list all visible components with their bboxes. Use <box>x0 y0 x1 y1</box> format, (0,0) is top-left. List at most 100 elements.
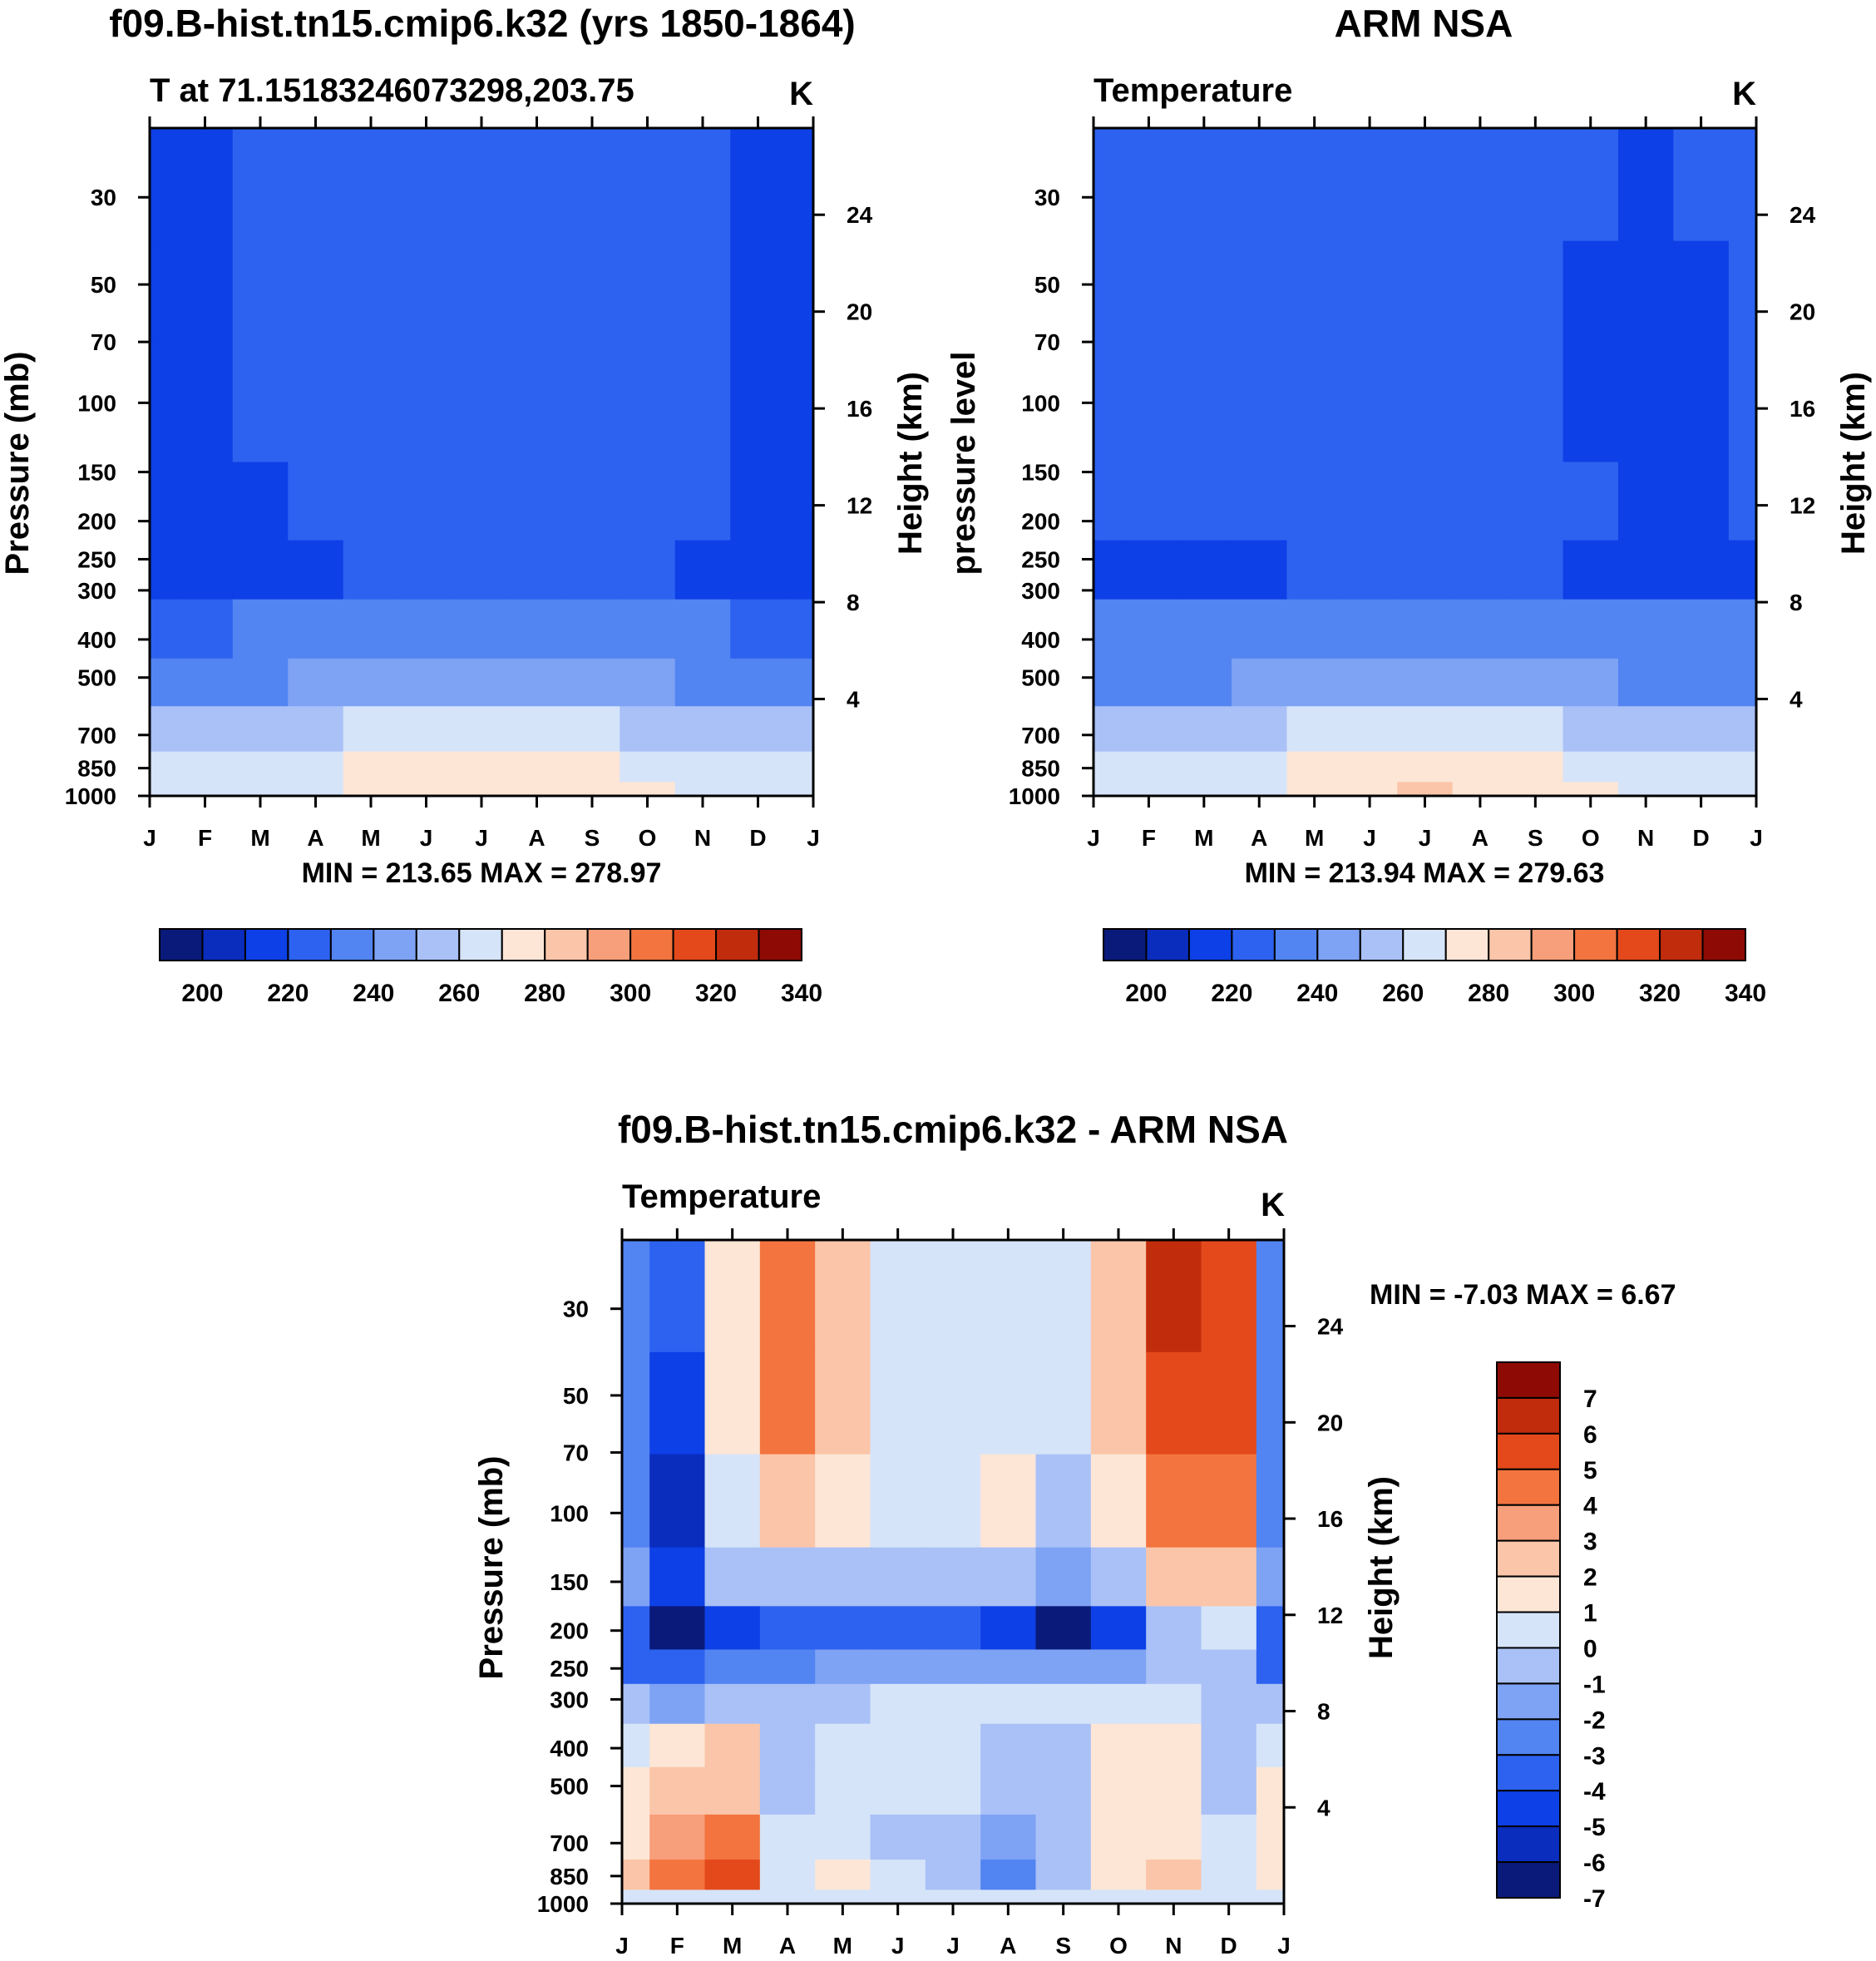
obs-colorbar-swatch <box>1530 928 1576 961</box>
obs-field-cell <box>1341 540 1398 600</box>
model-field-cell <box>785 240 813 344</box>
model-field-cell <box>785 658 813 707</box>
diff-field-cell <box>980 1889 1037 1904</box>
obs-field-cell <box>1397 658 1454 707</box>
diff-field-cell <box>622 1649 650 1685</box>
diff-field-cell <box>1256 1723 1284 1768</box>
diff-field-cell <box>815 1683 871 1725</box>
obs-field-cell <box>1232 706 1288 753</box>
model-field-cell <box>288 782 344 796</box>
obs-field-cell <box>1176 658 1232 707</box>
diff-field-cell <box>1090 1547 1147 1607</box>
model-x-tick-label: S <box>585 825 600 851</box>
model-field-cell <box>150 782 178 796</box>
diff-field-cell <box>980 1814 1037 1860</box>
diff-field-cell <box>1035 1606 1092 1651</box>
model-field-cell <box>785 128 813 242</box>
model-field-cell <box>398 462 455 541</box>
obs-field-cell <box>1508 462 1564 541</box>
model-colorbar-swatch <box>201 928 246 961</box>
obs-field-cell <box>1121 751 1177 783</box>
diff-field-cell <box>1146 1766 1202 1815</box>
obs-field-cell <box>1121 128 1177 242</box>
model-field-cell <box>509 462 565 541</box>
model-colorbar-swatch <box>373 928 417 961</box>
diff-field-cell <box>1201 1606 1257 1651</box>
obs-field-cell <box>1728 462 1756 541</box>
obs-x-tick-label: D <box>1692 825 1709 851</box>
model-x-tick-label: A <box>528 825 545 851</box>
obs-field-cell <box>1728 658 1756 707</box>
obs-field-cell <box>1341 599 1398 659</box>
obs-colorbar: 200 220 240 260 280 300 320 340 <box>1103 928 1766 1007</box>
model-field-cell <box>453 128 510 242</box>
diff-field-cell <box>925 1240 981 1353</box>
diff-axes: J F M A M J J A S O N D J 30 50 70 100 150 200 250 300 400 500… <box>537 1228 1344 1959</box>
obs-field-cell <box>1232 128 1288 242</box>
obs-field-cell <box>1508 240 1564 344</box>
model-stats: MIN = 213.65 MAX = 278.97 <box>302 857 662 889</box>
model-field-cell <box>398 128 455 242</box>
diff-field-cell <box>759 1351 816 1455</box>
model-title: f09.B-hist.tn15.cmip6.k32 (yrs 1850-1864… <box>109 2 855 45</box>
diff-field-cell <box>704 1889 761 1904</box>
model-field-cell <box>232 462 289 541</box>
obs-field-cell <box>1452 128 1508 242</box>
diff-field-cell <box>1201 1683 1257 1725</box>
diff-field-cell <box>622 1606 650 1651</box>
obs-field-cell <box>1121 240 1177 344</box>
model-field-cell <box>564 706 620 753</box>
model-field-cell <box>509 658 565 707</box>
model-y-tick-label: 300 <box>77 578 116 604</box>
obs-field-cell <box>1617 782 1674 796</box>
obs-x-tick-label: A <box>1472 825 1488 851</box>
diff-colorbar-swatch <box>1496 1825 1561 1864</box>
diff-colorbar-swatch <box>1496 1504 1561 1542</box>
diff-field-cell <box>1201 1649 1257 1685</box>
diff-colorbar-swatch <box>1496 1790 1561 1828</box>
diff-field-cell <box>925 1606 981 1651</box>
diff-field-cell <box>649 1860 706 1891</box>
diff-colorbar-label: 0 <box>1583 1635 1597 1662</box>
diff-field-cell <box>980 1351 1037 1455</box>
diff-field-cell <box>815 1606 871 1651</box>
obs-colorbar-swatch <box>1488 928 1533 961</box>
obs-field-cell <box>1232 782 1288 796</box>
model-field-cell <box>150 540 178 600</box>
diff-field-cell <box>1035 1547 1092 1607</box>
model-field-cell <box>343 128 399 242</box>
model-x-tick-label: J <box>143 825 156 851</box>
obs-field-cell <box>1452 782 1508 796</box>
obs-field-cell <box>1508 658 1564 707</box>
obs-y-tick-label: 100 <box>1021 390 1060 416</box>
model-field-cell <box>288 599 344 659</box>
diff-y-tick-label: 700 <box>550 1830 589 1856</box>
obs-y-tick-label: 1000 <box>1009 783 1060 809</box>
diff-colorbar-swatch <box>1496 1468 1561 1506</box>
diff-field-cell <box>1146 1649 1202 1685</box>
diff-field-cell <box>1035 1814 1092 1860</box>
model-field-cell <box>509 751 565 783</box>
diff-y-tick-label: 150 <box>550 1569 589 1595</box>
model-field-cell <box>343 706 399 753</box>
model-field-cell <box>674 599 731 659</box>
diff-field-cell <box>1146 1240 1202 1353</box>
diff-field-cell <box>1090 1240 1147 1353</box>
model-field-cell <box>785 599 813 659</box>
diff-field-cell <box>1035 1766 1092 1815</box>
model-colorbar-label: 280 <box>524 980 565 1007</box>
obs-colorbar-label: 340 <box>1725 980 1766 1007</box>
obs-field-cell <box>1094 658 1122 707</box>
model-height-tick-label: 8 <box>847 590 860 615</box>
diff-field-cell <box>759 1649 816 1685</box>
diff-field-cell <box>925 1547 981 1607</box>
model-field-cell <box>674 658 731 707</box>
model-field-cell <box>177 751 234 783</box>
obs-units-label: K <box>1732 76 1756 112</box>
obs-colorbar-swatch <box>1616 928 1661 961</box>
model-field-cell <box>785 782 813 796</box>
obs-colorbar-swatch <box>1573 928 1618 961</box>
model-field-cell <box>509 782 565 796</box>
model-x-tick-label: A <box>307 825 323 851</box>
diff-left-label: Temperature <box>622 1178 821 1215</box>
